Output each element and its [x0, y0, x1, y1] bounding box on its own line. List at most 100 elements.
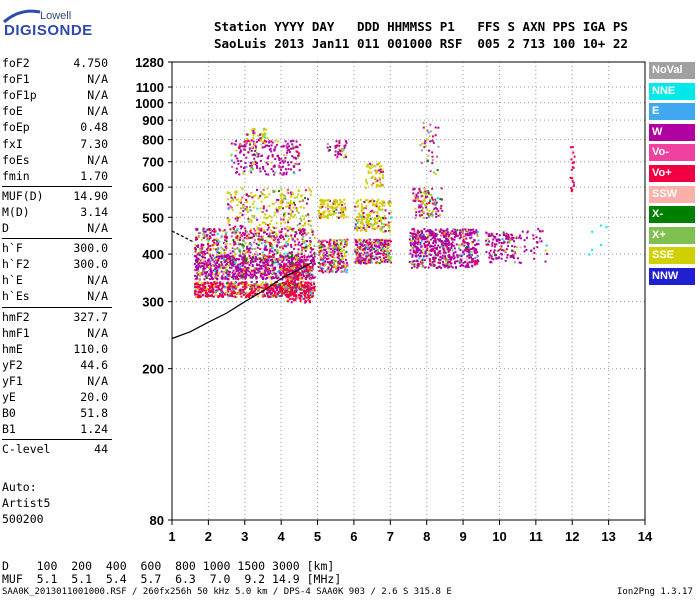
- echo-point: [241, 250, 244, 253]
- echo-point: [474, 244, 477, 246]
- echo-point: [409, 232, 412, 234]
- echo-point: [254, 163, 257, 166]
- echo-point: [307, 213, 309, 216]
- echo-point: [286, 265, 289, 268]
- echo-point: [305, 233, 308, 236]
- echo-point: [261, 239, 264, 241]
- echo-point: [198, 264, 201, 267]
- echo-point: [301, 246, 304, 249]
- echo-point: [272, 290, 275, 293]
- echo-point: [427, 242, 430, 245]
- echo-point: [271, 259, 274, 262]
- echo-point: [302, 262, 305, 265]
- echo-point: [239, 224, 242, 227]
- echo-point: [300, 219, 303, 222]
- echo-point: [322, 240, 325, 242]
- echo-point: [383, 249, 386, 252]
- echo-point: [369, 249, 372, 252]
- echo-point: [408, 261, 411, 263]
- echo-point: [286, 235, 289, 237]
- echo-point: [290, 161, 293, 164]
- echo-point: [270, 285, 273, 288]
- echo-point: [426, 129, 429, 132]
- echo-point: [266, 277, 269, 279]
- echo-point: [313, 281, 316, 284]
- echo-point: [199, 284, 201, 286]
- echo-point: [272, 288, 275, 291]
- echo-point: [307, 258, 310, 261]
- echo-point: [226, 269, 229, 272]
- echo-point: [236, 228, 239, 231]
- echo-point: [426, 244, 429, 247]
- echo-point: [246, 248, 249, 250]
- echo-point: [290, 195, 293, 198]
- echo-point: [417, 240, 420, 243]
- echo-point: [271, 272, 274, 275]
- echo-point: [305, 290, 308, 293]
- echo-point: [361, 243, 364, 246]
- echo-point: [309, 288, 312, 291]
- echo-point: [572, 184, 575, 187]
- echo-point: [244, 258, 247, 261]
- echo-point: [215, 258, 218, 261]
- echo-point: [385, 238, 388, 241]
- echo-point: [511, 237, 514, 240]
- echo-point: [437, 210, 440, 213]
- echo-point: [464, 249, 467, 252]
- echo-point: [258, 227, 260, 230]
- echo-point: [325, 216, 328, 219]
- echo-point: [374, 227, 377, 230]
- echo-point: [515, 235, 518, 238]
- echo-point: [294, 295, 297, 298]
- echo-point: [299, 261, 302, 264]
- echo-point: [277, 294, 280, 297]
- echo-point: [269, 235, 272, 238]
- echo-point: [293, 272, 296, 275]
- echo-point: [432, 214, 434, 217]
- echo-point: [433, 260, 436, 263]
- echo-point: [230, 142, 233, 145]
- echo-point: [571, 146, 574, 149]
- echo-point: [291, 275, 294, 277]
- echo-point: [340, 215, 343, 218]
- echo-point: [507, 245, 509, 248]
- echo-point: [287, 221, 290, 224]
- echo-point: [451, 238, 454, 241]
- echo-point: [297, 271, 300, 274]
- echo-point: [251, 287, 254, 290]
- echo-point: [244, 266, 246, 269]
- echo-point: [195, 260, 197, 263]
- echo-point: [242, 172, 245, 175]
- echo-point: [211, 244, 214, 247]
- echo-point: [433, 199, 436, 202]
- param-value: 7.30: [80, 136, 108, 151]
- echo-point: [336, 269, 339, 272]
- echo-point: [424, 197, 427, 200]
- echo-point: [253, 227, 255, 230]
- echo-point: [373, 250, 376, 253]
- echo-point: [236, 264, 239, 267]
- echo-point: [431, 162, 434, 165]
- echo-point: [267, 272, 270, 275]
- echo-point: [329, 200, 331, 203]
- echo-point: [223, 249, 226, 252]
- echo-point: [211, 287, 214, 290]
- echo-point: [366, 223, 369, 226]
- echo-point: [289, 217, 292, 220]
- echo-point: [271, 231, 274, 234]
- echo-point: [266, 137, 269, 140]
- echo-point: [279, 295, 282, 297]
- echo-point: [234, 272, 236, 275]
- echo-point: [362, 248, 365, 250]
- echo-point: [235, 267, 238, 270]
- echo-point: [375, 205, 378, 208]
- echo-point: [304, 246, 306, 249]
- echo-point: [297, 278, 300, 281]
- echo-point: [389, 243, 391, 246]
- echo-point: [229, 252, 232, 255]
- echo-point: [249, 272, 252, 275]
- echo-point: [194, 274, 196, 277]
- echo-point: [266, 295, 269, 298]
- echo-point: [487, 243, 490, 246]
- param-name: foF1p: [2, 88, 37, 103]
